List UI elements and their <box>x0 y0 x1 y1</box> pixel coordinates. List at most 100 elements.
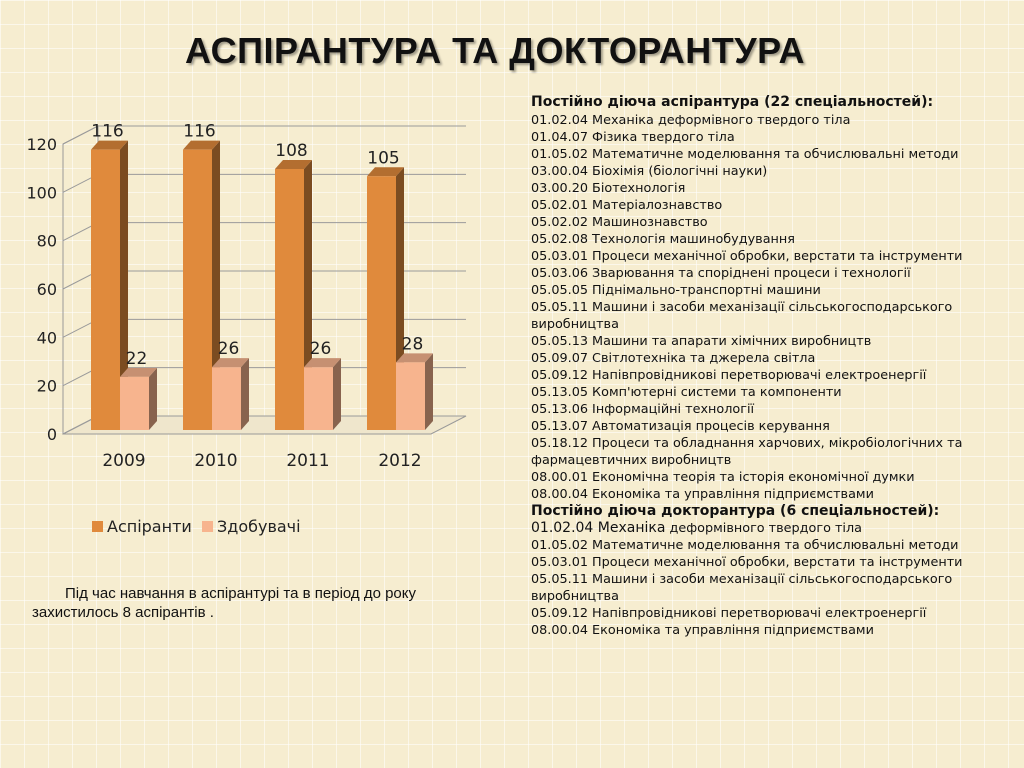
doktorantura-item: 05.09.12 Напівпровідникові перетворювачі… <box>531 606 927 621</box>
y-tick-label: 20 <box>37 377 57 396</box>
aspirantura-item: 05.02.01 Матеріалознавство <box>531 197 723 213</box>
bar-top <box>212 358 249 368</box>
bar-Здобувачі-2009 <box>120 367 157 430</box>
legend-swatch <box>202 521 213 532</box>
legend-swatch <box>92 521 103 532</box>
data-label: 28 <box>402 334 424 354</box>
note-line-2: захистилось 8 аспірантів . <box>32 604 214 621</box>
bar-front <box>367 176 396 430</box>
specialties-list: Постійно діюча аспірантура (22 спеціальн… <box>531 94 1001 639</box>
bar-front <box>304 367 333 430</box>
y-tick-label: 40 <box>37 328 57 347</box>
doktorantura-item: 05.05.11 Машини і засоби механізації сіл… <box>531 572 953 604</box>
bar-Здобувачі-2011 <box>304 358 341 430</box>
aspirantura-item: 03.00.20 Біотехнологія <box>531 180 686 196</box>
data-label: 26 <box>310 339 332 359</box>
bar-Здобувачі-2012 <box>396 353 433 430</box>
y-tick-label: 80 <box>37 232 57 251</box>
aspirantura-item: 05.05.05 Піднімально-транспортні машини <box>531 282 821 298</box>
data-label: 116 <box>91 122 123 142</box>
bar-Аспіранти-2009 <box>91 140 128 430</box>
aspirantura-item: 05.18.12 Процеси та обладнання харчових,… <box>531 435 963 468</box>
legend-entry: Здобувачі <box>202 517 301 536</box>
gridline <box>62 125 466 145</box>
doktorantura-item: 01.02.04 Механіка деформівного твердого … <box>531 520 1001 537</box>
data-label: 116 <box>183 122 215 142</box>
x-tick-label: 2012 <box>378 451 421 471</box>
bar-Здобувачі-2010 <box>212 358 249 430</box>
legend-label: Аспіранти <box>107 517 192 536</box>
bar-Аспіранти-2012 <box>367 167 404 430</box>
bar-front <box>91 149 120 430</box>
bar-side <box>149 367 157 430</box>
y-tick-label: 60 <box>37 280 57 299</box>
bar-front <box>183 149 212 430</box>
aspirantura-item: 08.00.01 Економічна теорія та історія ек… <box>531 469 915 485</box>
data-label: 108 <box>275 141 307 161</box>
x-tick-label: 2011 <box>286 451 329 471</box>
bar-side <box>333 358 341 430</box>
bar-front <box>275 169 304 430</box>
bar-top <box>396 353 433 363</box>
y-axis-ticks: 0 20 40 60 80 100 120 <box>26 135 57 444</box>
aspirantura-items: 01.02.04 Механіка деформівного твердого … <box>531 112 1001 503</box>
doktorantura-item: 05.03.01 Процеси механічної обробки, вер… <box>531 555 963 570</box>
y-tick-label: 120 <box>26 135 57 154</box>
x-axis-ticks: 2009 2010 2011 2012 <box>102 451 421 471</box>
data-label: 22 <box>126 349 148 369</box>
bar-top <box>275 160 312 169</box>
aspirantura-item: 01.05.02 Математичне моделювання та обчи… <box>531 146 959 162</box>
aspirantura-item: 05.13.05 Комп'ютерні системи та компонен… <box>531 384 842 400</box>
y-tick-label: 100 <box>26 183 57 202</box>
doktorantura-items: 01.05.02 Математичне моделювання та обчи… <box>531 537 1001 639</box>
doktorantura-item: 08.00.04 Економіка та управління підприє… <box>531 623 874 638</box>
bar-side <box>120 140 128 430</box>
aspirantura-item: 05.09.12 Напівпровідникові перетворювачі… <box>531 367 927 383</box>
aspirantura-item: 03.00.04 Біохімія (біологічні науки) <box>531 163 768 179</box>
bar-top <box>304 358 341 368</box>
bar-chart: 0 20 40 60 80 100 120 116 22 116 26 108 26 105 28 200… <box>26 122 467 536</box>
data-label: 26 <box>218 339 240 359</box>
bar-front <box>120 376 149 430</box>
bar-front <box>212 367 241 430</box>
bar-Аспіранти-2010 <box>183 140 220 430</box>
chart-legend: Аспіранти Здобувачі <box>92 517 301 536</box>
aspirantura-item: 05.13.07 Автоматизація процесів керуванн… <box>531 418 830 434</box>
bar-front <box>396 362 425 430</box>
x-tick-label: 2010 <box>194 451 237 471</box>
aspirantura-item: 05.09.07 Світлотехніка та джерела світла <box>531 350 816 366</box>
bar-top <box>183 140 220 150</box>
bar-side <box>241 358 249 430</box>
legend-entry: Аспіранти <box>92 517 192 536</box>
aspirantura-item: 05.03.06 Зварювання та споріднені процес… <box>531 265 911 281</box>
aspirantura-item: 01.02.04 Механіка деформівного твердого … <box>531 112 851 128</box>
y-tick-label: 0 <box>47 425 57 444</box>
data-labels: 116 22 116 26 108 26 105 28 <box>91 122 423 369</box>
aspirantura-header: Постійно діюча аспірантура (22 спеціальн… <box>531 94 934 110</box>
aspirantura-item: 05.05.13 Машини та апарати хімічних виро… <box>531 333 872 349</box>
data-label: 105 <box>367 148 399 168</box>
doktorantura-item-rest: деформівного твердого тіла <box>665 521 863 536</box>
bar-Аспіранти-2011 <box>275 160 312 430</box>
legend-label: Здобувачі <box>217 517 301 536</box>
x-tick-label: 2009 <box>102 451 145 471</box>
aspirantura-item: 01.04.07 Фізика твердого тіла <box>531 129 735 145</box>
doktorantura-header: Постійно діюча докторантура (6 спеціальн… <box>531 502 940 519</box>
doktorantura-item: 01.05.02 Математичне моделювання та обчи… <box>531 538 959 553</box>
bar-side <box>425 353 433 430</box>
aspirantura-item: 05.05.11 Машини і засоби механізації сіл… <box>531 299 953 332</box>
bar-top <box>120 367 157 377</box>
chart-bars <box>91 140 433 430</box>
bar-top <box>367 167 404 177</box>
slide-title: АСПІРАНТУРА ТА ДОКТОРАНТУРА <box>185 30 805 71</box>
note-line-1: Під час навчання в аспірантурі та в пері… <box>65 585 417 602</box>
aspirantura-item: 05.03.01 Процеси механічної обробки, вер… <box>531 248 963 264</box>
defense-note: Під час навчання в аспірантурі та в пері… <box>32 584 472 622</box>
aspirantura-item: 05.13.06 Інформаційні технології <box>531 401 755 417</box>
bar-top <box>91 140 128 150</box>
aspirantura-item: 05.02.08 Технологія машинобудування <box>531 231 795 247</box>
aspirantura-item: 05.02.02 Машинознавство <box>531 214 708 230</box>
aspirantura-item: 08.00.04 Економіка та управління підприє… <box>531 486 874 502</box>
bar-side <box>212 140 220 430</box>
doktorantura-item-code: 01.02.04 Механіка <box>531 520 666 536</box>
